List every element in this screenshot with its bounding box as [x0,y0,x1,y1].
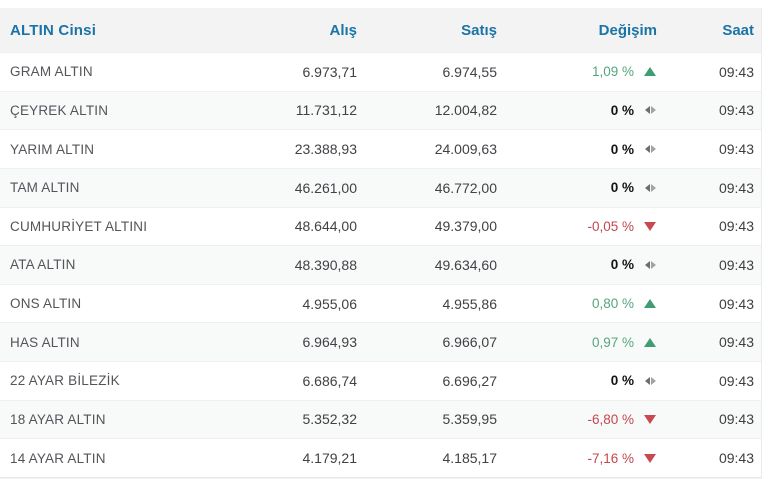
cell-gold-type: ÇEYREK ALTIN [10,102,109,118]
down-arrow-icon [643,221,657,231]
cell-buy-price: 4.179,21 [302,450,358,467]
table-header: ALTIN Cinsi Alış Satış Değişim Saat [0,8,761,52]
cell-change: 0,80 % [497,296,657,311]
header-cell-sell[interactable]: Satış [461,21,497,39]
cell-buy-price: 6.686,74 [302,372,358,389]
down-arrow-icon [643,453,657,463]
table-row[interactable]: GRAM ALTIN 6.973,71 6.974,55 1,09 % 09:4… [0,52,761,91]
cell-gold-type: YARIM ALTIN [10,141,95,157]
table-row[interactable]: 18 AYAR ALTIN 5.352,32 5.359,95 -6,80 % … [0,399,761,439]
cell-gold-type: 22 AYAR BİLEZİK [10,373,120,389]
change-percent: 0 % [610,257,634,273]
cell-sell-price: 6.974,55 [442,63,498,80]
cell-buy-price: 11.731,12 [295,102,357,119]
cell-change: -6,80 % [497,412,657,427]
cell-buy-price: 5.352,32 [302,411,358,428]
table-row[interactable]: 22 AYAR BİLEZİK 6.686,74 6.696,27 0 % 09… [0,361,761,400]
header-cell-gold-type[interactable]: ALTIN Cinsi [10,21,97,39]
header-cell-buy[interactable]: Alış [329,21,357,39]
cell-change: 0 % [497,373,657,388]
cell-sell-price: 49.634,60 [434,256,497,273]
cell-sell-price: 12.004,82 [434,102,497,119]
cell-change: 0 % [497,103,657,118]
cell-time: 09:43 [718,372,754,389]
cell-change: 0,97 % [497,335,657,350]
cell-time: 09:43 [718,102,754,119]
cell-time: 09:43 [718,141,754,158]
neutral-arrows-icon [643,261,657,269]
cell-sell-price: 4.185,17 [442,450,498,467]
table-row[interactable]: YARIM ALTIN 23.388,93 24.009,63 0 % 09:4… [0,129,761,168]
cell-sell-price: 46.772,00 [434,179,497,196]
header-cell-time[interactable]: Saat [722,21,754,39]
table-row[interactable]: TAM ALTIN 46.261,00 46.772,00 0 % 09:43 [0,167,761,207]
change-percent: 0 % [610,373,634,389]
cell-time: 09:43 [718,411,754,428]
cell-gold-type: 18 AYAR ALTIN [10,411,106,427]
cell-time: 09:43 [718,450,754,467]
cell-time: 09:43 [718,256,754,273]
cell-gold-type: TAM ALTIN [10,180,80,196]
table-row[interactable]: ATA ALTIN 48.390,88 49.634,60 0 % 09:43 [0,245,761,284]
bottom-divider [0,477,762,479]
change-percent: 0 % [610,102,634,118]
table-row[interactable]: CUMHURİYET ALTINI 48.644,00 49.379,00 -0… [0,206,761,246]
change-percent: -6,80 % [587,411,634,427]
cell-gold-type: 14 AYAR ALTIN [10,450,106,466]
cell-sell-price: 6.696,27 [442,372,498,389]
cell-gold-type: ATA ALTIN [10,257,76,273]
cell-time: 09:43 [718,218,754,235]
down-arrow-icon [643,414,657,424]
gold-prices-table: ALTIN Cinsi Alış Satış Değişim Saat GRAM… [0,8,762,477]
change-percent: -7,16 % [587,450,634,466]
table-row[interactable]: HAS ALTIN 6.964,93 6.966,07 0,97 % 09:43 [0,322,761,361]
change-percent: 0,80 % [591,296,634,312]
cell-change: -0,05 % [497,219,657,234]
neutral-arrows-icon [643,377,657,385]
cell-gold-type: GRAM ALTIN [10,64,93,80]
up-arrow-icon [643,67,657,77]
cell-gold-type: CUMHURİYET ALTINI [10,218,148,234]
cell-change: 0 % [497,180,657,195]
cell-buy-price: 6.973,71 [302,63,358,80]
cell-buy-price: 6.964,93 [302,334,358,351]
cell-time: 09:43 [718,63,754,80]
neutral-arrows-icon [643,106,657,114]
table-body: GRAM ALTIN 6.973,71 6.974,55 1,09 % 09:4… [0,52,761,477]
cell-sell-price: 24.009,63 [434,141,497,158]
table-row[interactable]: ONS ALTIN 4.955,06 4.955,86 0,80 % 09:43 [0,283,761,323]
change-percent: 0 % [610,141,634,157]
cell-time: 09:43 [718,295,754,312]
cell-change: 0 % [497,142,657,157]
cell-buy-price: 4.955,06 [302,295,358,312]
cell-sell-price: 6.966,07 [442,334,498,351]
table-row[interactable]: 14 AYAR ALTIN 4.179,21 4.185,17 -7,16 % … [0,438,761,477]
change-percent: -0,05 % [587,218,634,234]
cell-time: 09:43 [718,334,754,351]
table-row[interactable]: ÇEYREK ALTIN 11.731,12 12.004,82 0 % 09:… [0,90,761,130]
cell-change: -7,16 % [497,451,657,466]
cell-sell-price: 4.955,86 [442,295,498,312]
up-arrow-icon [643,299,657,309]
cell-buy-price: 23.388,93 [294,141,357,158]
up-arrow-icon [643,337,657,347]
change-percent: 0 % [610,180,634,196]
cell-sell-price: 49.379,00 [434,218,497,235]
cell-buy-price: 46.261,00 [294,179,357,196]
cell-buy-price: 48.390,88 [294,256,357,273]
cell-buy-price: 48.644,00 [294,218,357,235]
cell-gold-type: ONS ALTIN [10,296,82,312]
header-cell-change[interactable]: Değişim [598,21,657,39]
change-percent: 0,97 % [591,334,634,350]
neutral-arrows-icon [643,145,657,153]
cell-gold-type: HAS ALTIN [10,334,80,350]
cell-sell-price: 5.359,95 [442,411,498,428]
cell-change: 0 % [497,257,657,272]
cell-time: 09:43 [718,179,754,196]
change-percent: 1,09 % [591,64,634,80]
cell-change: 1,09 % [497,64,657,79]
neutral-arrows-icon [643,184,657,192]
